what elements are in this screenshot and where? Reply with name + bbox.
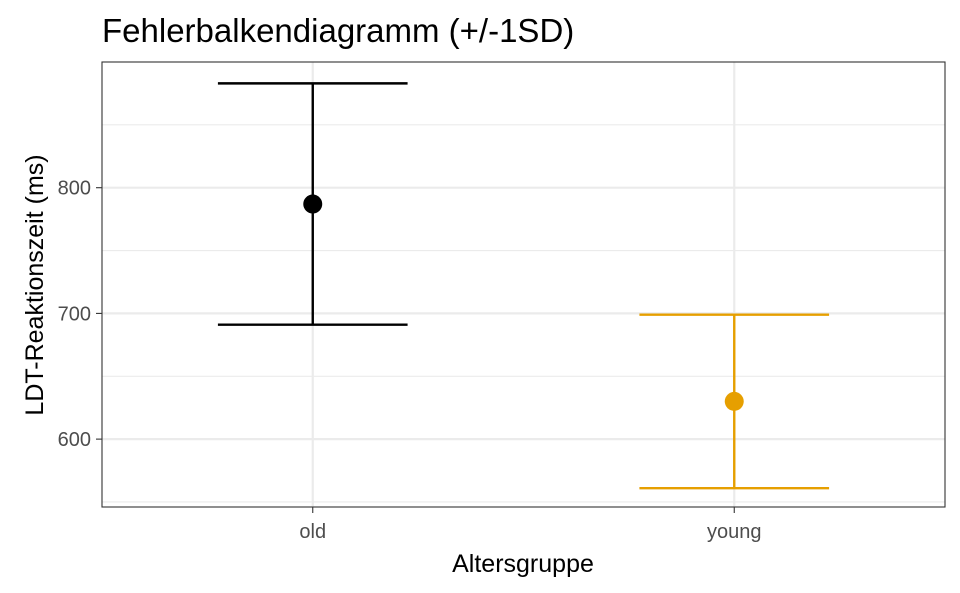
x-tick-label: young [707,521,762,543]
grid-lines [102,62,945,507]
mean-point [303,194,323,214]
x-tick-label: old [299,521,326,543]
error-bar-old [217,82,408,326]
chart-title: Fehlerbalkendiagramm (+/-1SD) [102,12,574,49]
error-bar-young [639,313,830,490]
y-tick-label: 800 [58,178,91,200]
plot-border [101,61,946,508]
mean-point [724,391,744,411]
y-axis-title: LDT-Reaktionszeit (ms) [21,154,49,415]
y-tick-label: 700 [58,303,91,325]
x-axis-title: Altersgruppe [452,550,594,578]
plot-panel [102,62,945,507]
axis-ticks: 600 700 800 old young [58,178,762,543]
y-tick-label: 600 [58,429,91,451]
error-bars [217,82,830,490]
